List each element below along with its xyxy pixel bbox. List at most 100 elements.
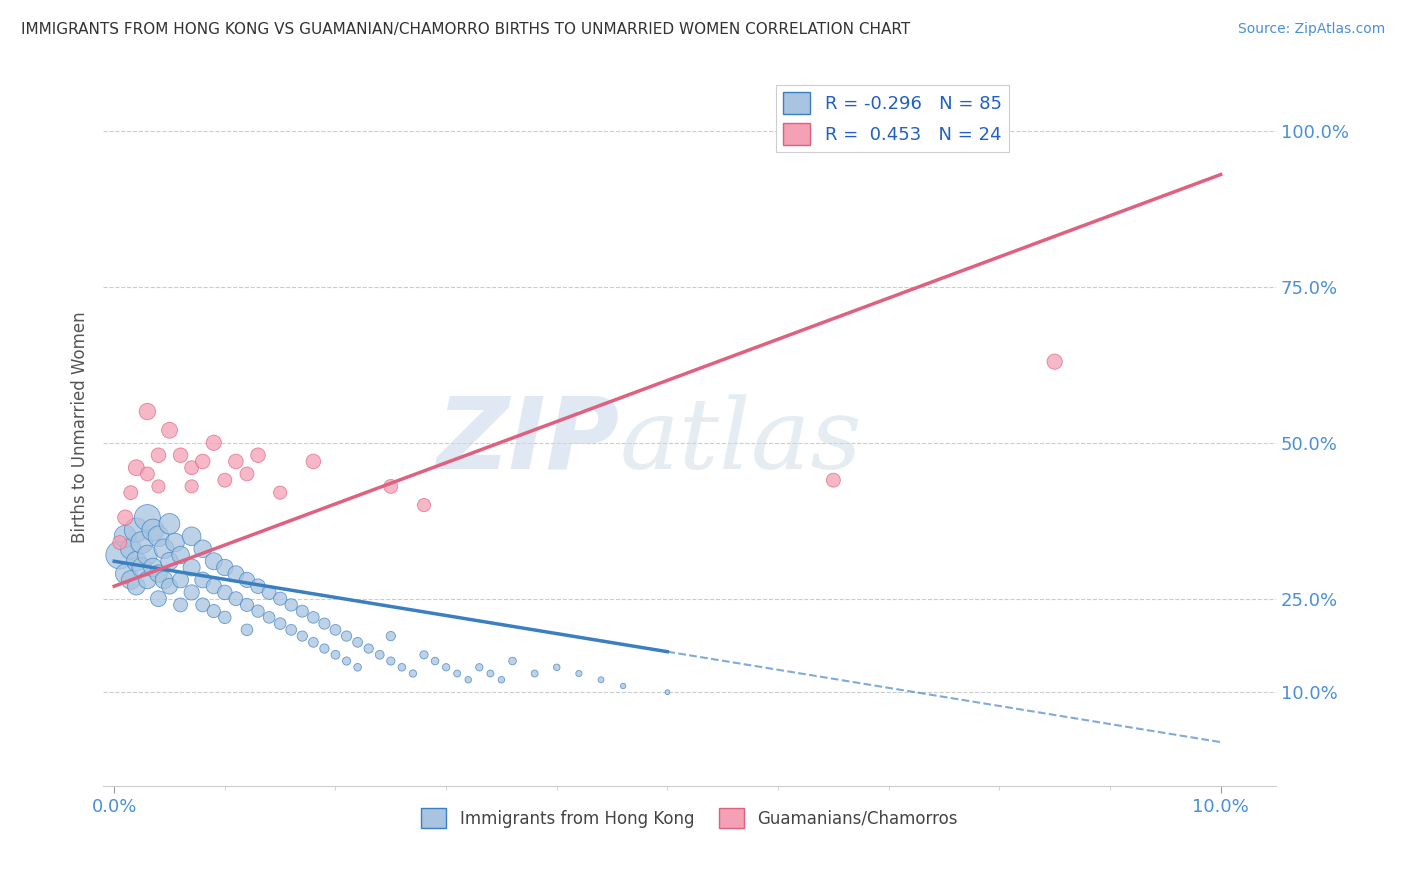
Point xyxy=(413,648,436,662)
Point xyxy=(325,623,347,637)
Point xyxy=(612,679,634,693)
Point xyxy=(131,535,153,549)
Point xyxy=(114,566,136,581)
Point xyxy=(169,448,191,462)
Point xyxy=(191,573,214,587)
Point xyxy=(257,585,280,599)
Point xyxy=(402,666,425,681)
Point xyxy=(269,591,291,606)
Point xyxy=(280,598,302,612)
Point xyxy=(180,479,202,493)
Point xyxy=(302,454,325,468)
Point xyxy=(202,579,225,593)
Point xyxy=(169,598,191,612)
Point xyxy=(191,454,214,468)
Point xyxy=(391,660,413,674)
Point xyxy=(236,598,259,612)
Point xyxy=(180,560,202,574)
Point xyxy=(120,541,142,556)
Point xyxy=(125,460,148,475)
Point xyxy=(434,660,457,674)
Point xyxy=(136,548,159,562)
Point xyxy=(180,529,202,543)
Point xyxy=(159,554,181,568)
Point xyxy=(136,510,159,524)
Point xyxy=(1043,354,1066,368)
Point xyxy=(159,579,181,593)
Point xyxy=(214,585,236,599)
Point xyxy=(214,610,236,624)
Point xyxy=(280,623,302,637)
Point xyxy=(314,641,336,656)
Point xyxy=(236,573,259,587)
Point xyxy=(202,554,225,568)
Point xyxy=(823,473,845,487)
Point xyxy=(136,404,159,418)
Point xyxy=(165,535,187,549)
Point xyxy=(657,685,679,699)
Text: atlas: atlas xyxy=(619,394,862,489)
Point xyxy=(125,579,148,593)
Point xyxy=(423,654,446,668)
Point xyxy=(247,448,270,462)
Point xyxy=(120,573,142,587)
Point xyxy=(314,616,336,631)
Point xyxy=(346,660,368,674)
Point xyxy=(247,604,270,618)
Point xyxy=(148,566,170,581)
Point xyxy=(479,666,502,681)
Point xyxy=(236,467,259,481)
Point xyxy=(302,610,325,624)
Point xyxy=(291,629,314,643)
Point xyxy=(142,560,165,574)
Point xyxy=(125,523,148,537)
Point xyxy=(136,467,159,481)
Point xyxy=(269,485,291,500)
Point xyxy=(523,666,546,681)
Point xyxy=(180,460,202,475)
Point xyxy=(169,548,191,562)
Text: ZIP: ZIP xyxy=(436,393,619,490)
Point xyxy=(142,523,165,537)
Point xyxy=(225,566,247,581)
Point xyxy=(257,610,280,624)
Point xyxy=(153,541,176,556)
Point xyxy=(180,585,202,599)
Point xyxy=(120,485,142,500)
Legend: Immigrants from Hong Kong, Guamanians/Chamorros: Immigrants from Hong Kong, Guamanians/Ch… xyxy=(415,801,965,835)
Text: IMMIGRANTS FROM HONG KONG VS GUAMANIAN/CHAMORRO BIRTHS TO UNMARRIED WOMEN CORREL: IMMIGRANTS FROM HONG KONG VS GUAMANIAN/C… xyxy=(21,22,910,37)
Point xyxy=(136,573,159,587)
Point xyxy=(291,604,314,618)
Point xyxy=(335,654,357,668)
Point xyxy=(568,666,591,681)
Point xyxy=(236,623,259,637)
Point xyxy=(335,629,357,643)
Point xyxy=(148,479,170,493)
Point xyxy=(446,666,468,681)
Point xyxy=(131,560,153,574)
Point xyxy=(148,448,170,462)
Point xyxy=(125,554,148,568)
Point xyxy=(191,598,214,612)
Point xyxy=(214,560,236,574)
Point xyxy=(468,660,491,674)
Point xyxy=(148,529,170,543)
Point xyxy=(247,579,270,593)
Point xyxy=(169,573,191,587)
Point xyxy=(159,423,181,437)
Point xyxy=(202,435,225,450)
Y-axis label: Births to Unmarried Women: Births to Unmarried Women xyxy=(72,311,89,543)
Point xyxy=(148,591,170,606)
Point xyxy=(114,510,136,524)
Point xyxy=(357,641,380,656)
Text: Source: ZipAtlas.com: Source: ZipAtlas.com xyxy=(1237,22,1385,37)
Point xyxy=(108,535,131,549)
Point xyxy=(457,673,479,687)
Point xyxy=(302,635,325,649)
Point xyxy=(225,454,247,468)
Point xyxy=(114,529,136,543)
Point xyxy=(159,516,181,531)
Point xyxy=(269,616,291,631)
Point xyxy=(325,648,347,662)
Point xyxy=(589,673,612,687)
